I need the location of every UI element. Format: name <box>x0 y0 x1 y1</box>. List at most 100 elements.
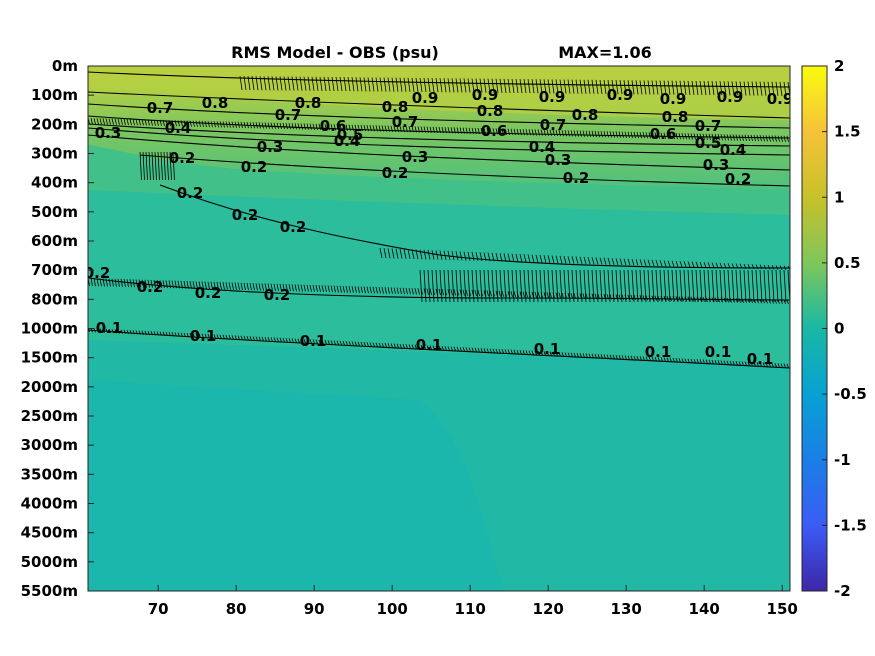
contour-label: 0.2 <box>137 278 164 296</box>
contour-label: 0.8 <box>662 108 689 126</box>
x-tick-label: 100 <box>377 600 408 618</box>
y-tick-label: 1500m <box>21 349 78 367</box>
x-tick-label: 70 <box>148 600 169 618</box>
y-tick-label: 600m <box>31 232 78 250</box>
contour-label: 0.3 <box>95 124 122 142</box>
colorbar-tick-label: -0.5 <box>834 385 867 403</box>
contour-label: 0.2 <box>169 149 196 167</box>
contour-label: 0.3 <box>257 138 284 156</box>
contour-line-0.7 <box>88 103 790 129</box>
y-tick-label: 4000m <box>21 495 78 513</box>
colorbar-tick-label: 1 <box>834 188 844 206</box>
contour-line-0.6 <box>88 115 790 139</box>
contour-noise-band <box>139 151 175 181</box>
contour-label: 0.6 <box>650 125 677 143</box>
contour-label: 0.9 <box>660 90 687 108</box>
contour-label: 0.6 <box>481 122 508 140</box>
contour-label: 0.7 <box>540 116 567 134</box>
y-tick-label: 700m <box>31 261 78 279</box>
contour-label: 0.2 <box>232 206 259 224</box>
y-tick-label: 200m <box>31 115 78 133</box>
x-axis: 70 80 90 100 110 120 130 140 150 <box>148 585 798 618</box>
contour-label: 0.8 <box>202 94 229 112</box>
contour-label: 0.5 <box>337 126 364 144</box>
contour-line-0.4 <box>88 127 790 156</box>
y-tick-label: 4500m <box>21 524 78 542</box>
contour-label: 0.9 <box>717 88 744 106</box>
y-tick-label: 5000m <box>21 553 78 571</box>
contour-label: 0.2 <box>382 164 409 182</box>
field-mid <box>88 145 790 215</box>
y-tick-label: 0m <box>52 57 78 75</box>
contour-noise-band <box>379 247 790 271</box>
contour-label: 0.1 <box>416 336 443 354</box>
contour-noise-band <box>239 75 790 97</box>
x-tick-label: 150 <box>767 600 798 618</box>
contour-label: 0.8 <box>382 98 409 116</box>
contour-label: 0.9 <box>607 86 634 104</box>
contour-label: 0.9 <box>412 89 439 107</box>
contour-noise-band <box>88 117 790 142</box>
contour-label: 0.2 <box>177 184 204 202</box>
contour-label: 0.6 <box>320 117 347 135</box>
contour-label: 0.8 <box>295 94 322 112</box>
contour-label: 0.2 <box>241 158 268 176</box>
colorbar-tick-label: 2 <box>834 57 844 75</box>
colorbar-tick-label: 0 <box>834 320 844 338</box>
colorbar-tick-label: -1.5 <box>834 516 867 534</box>
contour-line-0.2-upper <box>139 154 790 187</box>
x-tick-label: 130 <box>611 600 642 618</box>
y-tick-label: 500m <box>31 203 78 221</box>
chart-title-left: RMS Model - OBS (psu) <box>231 43 439 62</box>
contour-label: 0.4 <box>334 132 361 150</box>
contour-label: 0.7 <box>695 117 722 135</box>
chart-title-right: MAX=1.06 <box>558 43 652 62</box>
contour-label: 0.9 <box>472 86 499 104</box>
contour-label: 0.1 <box>534 340 561 358</box>
contour-line-0.2-lower <box>88 277 790 301</box>
y-tick-label: 1000m <box>21 320 78 338</box>
contour-label: 0.1 <box>300 332 327 350</box>
x-tick-label: 110 <box>455 600 486 618</box>
x-tick-label: 120 <box>533 600 564 618</box>
contour-label: 0.9 <box>539 88 566 106</box>
field-surface <box>88 66 790 120</box>
contour-line-0.5 <box>88 123 790 147</box>
y-tick-label: 400m <box>31 174 78 192</box>
contour-label: 0.2 <box>725 170 752 188</box>
contour-noise-band <box>88 277 790 305</box>
colorbar-ticks: 2 1.5 1 0.5 0 -0.5 -1 -1.5 -2 <box>822 57 867 600</box>
contour-label: 0.2 <box>563 169 590 187</box>
contour-label: 0.8 <box>477 102 504 120</box>
contour-label: 0.2 <box>264 286 291 304</box>
contour-label: 0.4 <box>529 138 556 156</box>
contour-label: 0.1 <box>96 319 123 337</box>
contour-label: 0.2 <box>280 218 307 236</box>
colorbar-tick-label: -1 <box>834 451 851 469</box>
contour-label: 0.7 <box>275 106 302 124</box>
y-axis: 0m 100m 200m 300m 400m 500m 600m 700m 800m 1000m 1… <box>21 57 94 600</box>
y-tick-label: 100m <box>31 86 78 104</box>
contour-labels: 0.9 0.9 0.9 0.9 0.9 0.9 0.90.8 0.8 0.8 0.8 0.8 0.80… <box>88 86 794 368</box>
contour-label: 0.3 <box>402 148 429 166</box>
contour-noise-band <box>88 327 790 368</box>
x-tick-label: 140 <box>689 600 720 618</box>
contour-lines <box>88 71 790 369</box>
contour-label: 0.4 <box>720 141 747 159</box>
y-tick-label: 3000m <box>21 436 78 454</box>
contour-label: 0.9 <box>767 90 794 108</box>
contour-label: 0.2 <box>195 284 222 302</box>
colorbar-tick-label: 1.5 <box>834 123 861 141</box>
contour-label: 0.8 <box>572 106 599 124</box>
y-tick-label: 300m <box>31 145 78 163</box>
contour-noise <box>88 75 790 368</box>
contour-label: 0.1 <box>747 350 774 368</box>
contour-label: 0.3 <box>545 151 572 169</box>
contour-label: 0.3 <box>703 156 730 174</box>
contour-label: 0.4 <box>165 119 192 137</box>
contour-line-0.2-mid <box>159 184 790 269</box>
contour-label: 0.7 <box>147 99 174 117</box>
contour-label: 0.1 <box>190 327 217 345</box>
contour-label: 0.1 <box>645 343 672 361</box>
